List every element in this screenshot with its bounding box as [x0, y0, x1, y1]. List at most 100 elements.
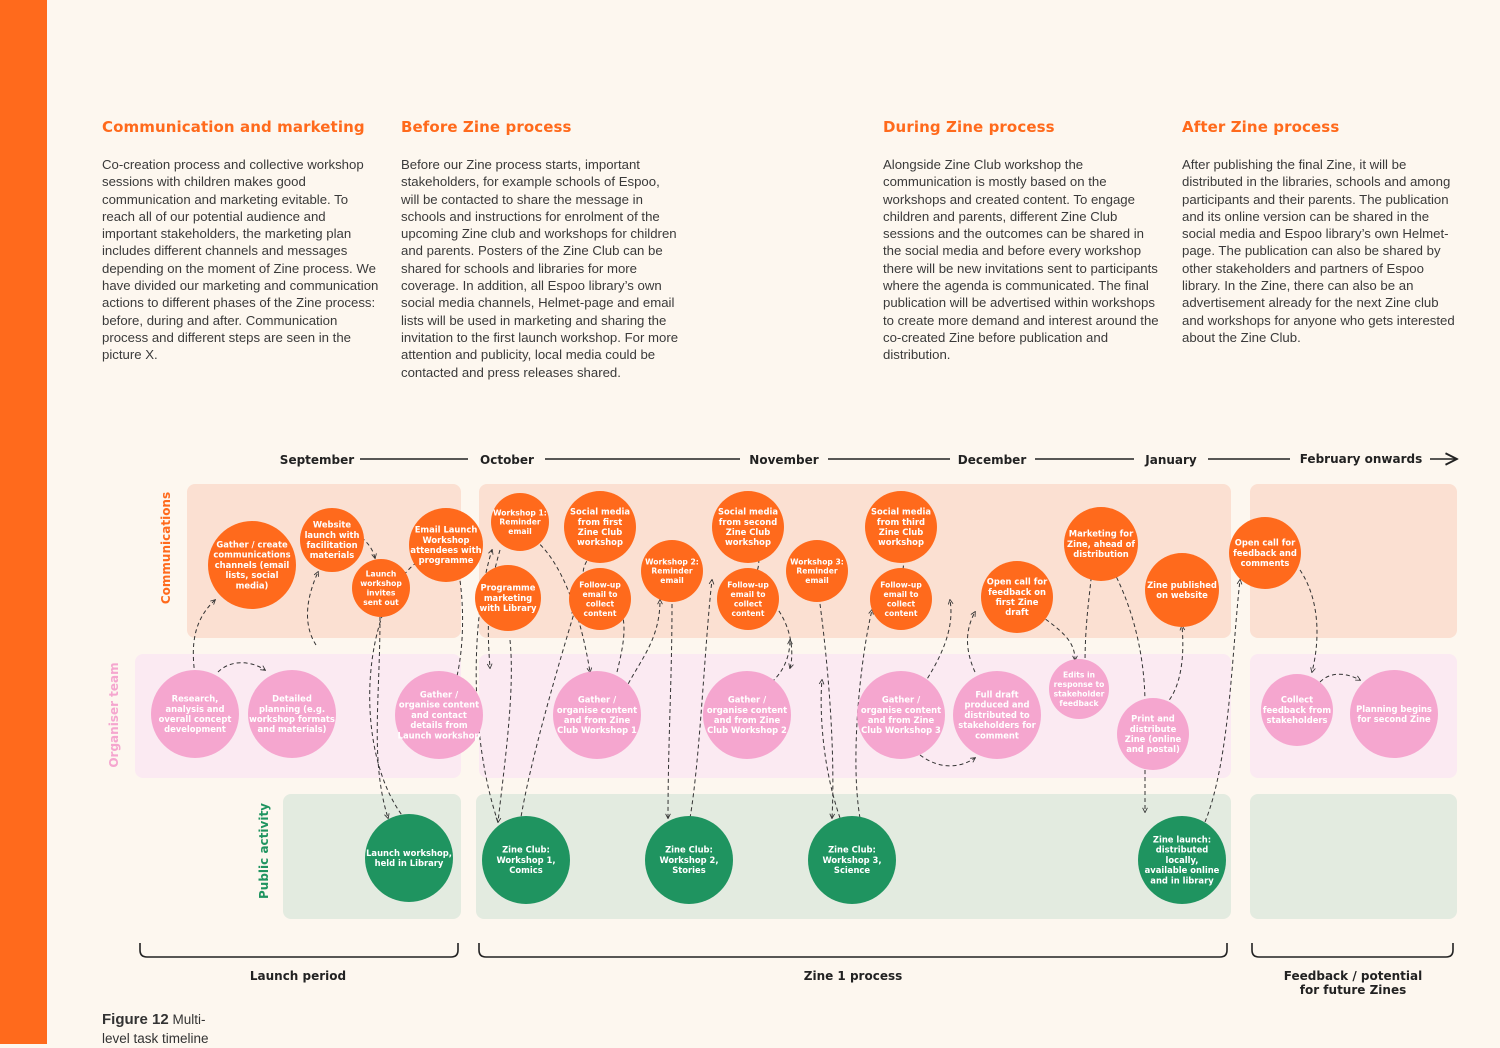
column-text: After publishing the final Zine, it will…: [1182, 157, 1455, 345]
node-circle: [641, 540, 703, 602]
accent-sidebar: [0, 0, 47, 1044]
comm-nodes: Gather / create communications channels (e…: [208, 491, 1301, 633]
node-gather-w3: Gather / organise content and from Zine Clu…: [857, 671, 945, 759]
column-before-zine: Before Zine process Before our Zine proc…: [401, 118, 681, 381]
node-label: Workshop 3: Reminder email: [790, 557, 844, 585]
node-label: Zine Club: Workshop 1, Comics: [496, 845, 555, 875]
node-circle: [981, 561, 1053, 633]
lane-label-communications: Communications: [159, 492, 173, 604]
node-followup-2: Follow-up email to collect content: [717, 568, 779, 630]
pub-nodes: Launch workshop, held in Library Zine Club…: [365, 814, 1226, 904]
lane-label-public-activity: Public activity: [257, 803, 271, 899]
node-label: Gather / create communications channels (e…: [213, 540, 290, 591]
node-label: Edits in response to stakeholder feedback: [1054, 671, 1105, 708]
node-label: Zine launch: distributed locally, available…: [1145, 835, 1220, 886]
org-nodes: Research, analysis and overall concept deve…: [151, 659, 1438, 770]
column-text: Alongside Zine Club workshop the communi…: [883, 157, 1159, 363]
node-circle: [1229, 517, 1301, 589]
node-w3-reminder: Workshop 3: Reminder email: [786, 540, 848, 602]
node-circle: [300, 508, 364, 572]
period-brackets: Launch period Zine 1 process Feedback / po…: [139, 943, 1454, 997]
node-circle: [395, 671, 483, 759]
node-label: Research, analysis and overall concept deve…: [159, 694, 232, 735]
column-title: During Zine process: [883, 118, 1055, 136]
node-circle: [491, 493, 549, 551]
node-w2-reminder: Workshop 2: Reminder email: [641, 540, 703, 602]
node-label: Follow-up email to collect content: [880, 581, 922, 618]
org-lane-bg-2: [479, 654, 1231, 778]
node-open-call-draft: Open call for feedback on first Zine draft: [981, 561, 1053, 633]
node-website-launch: Website launch with facilitation materials: [300, 508, 364, 572]
column-text: Co-creation process and collective works…: [102, 157, 379, 363]
node-label: Workshop 2: Reminder email: [645, 557, 699, 585]
node-label: Launch workshop, held in Library: [366, 848, 452, 868]
month-timeline: September October November December Janu…: [280, 452, 1457, 467]
node-social-third: Social media from third Zine Club workshop: [865, 491, 937, 563]
pub-lane-bg-3: [1250, 794, 1457, 919]
node-social-first: Social media from first Zine Club workshop: [564, 491, 636, 563]
node-label: Programme marketing with Library: [479, 583, 537, 613]
node-label: Zine Club: Workshop 2, Stories: [659, 845, 718, 875]
node-label: Print and distribute Zine (online and posta…: [1125, 714, 1182, 755]
node-circle: [953, 671, 1041, 759]
node-zc-w3: Zine Club: Workshop 3, Science: [808, 816, 896, 904]
column-title: Before Zine process: [401, 118, 572, 136]
month-november: November: [749, 453, 818, 467]
node-planning-second: Planning begins for second Zine: [1350, 670, 1438, 758]
node-label: Website launch with facilitation materials: [305, 520, 360, 561]
node-gather-w1: Gather / organise content and from Zine Clu…: [553, 671, 641, 759]
node-circle: [865, 491, 937, 563]
node-circle: [352, 559, 410, 617]
node-circle: [409, 508, 483, 582]
node-circle: [1145, 553, 1219, 627]
node-launch-invites: Launch workshop invites sent out: [352, 559, 410, 617]
node-zc-w2: Zine Club: Workshop 2, Stories: [645, 816, 733, 904]
node-label: Email Launch Workshop attendees with progra…: [410, 525, 481, 566]
figure-caption-text: Multi-level task timeline: [102, 1012, 209, 1046]
node-circle: [248, 670, 336, 758]
node-gather-launch: Gather / organise content and contact detai…: [395, 671, 483, 759]
column-text: Before our Zine process starts, importan…: [401, 157, 679, 380]
node-gather-channels: Gather / create communications channels (e…: [208, 521, 296, 609]
node-circle: [857, 671, 945, 759]
node-label: Launch workshop invites sent out: [360, 570, 402, 607]
node-circle: [475, 565, 541, 631]
node-collect-feedback: Collect feedback from stakeholders: [1261, 674, 1333, 746]
node-label: Open call for feedback and comments: [1233, 538, 1297, 568]
node-circle: [786, 540, 848, 602]
node-email-launch: Email Launch Workshop attendees with progra…: [409, 508, 483, 582]
node-w1-reminder: Workshop 1: Reminder email: [491, 493, 549, 551]
node-label: Gather / organise content and from Zine Clu…: [707, 695, 787, 736]
node-gather-w2: Gather / organise content and from Zine Clu…: [703, 671, 791, 759]
node-circle: [553, 671, 641, 759]
node-label: Marketing for Zine, ahead of distribution: [1067, 529, 1135, 559]
node-label: Planning begins for second Zine: [1356, 704, 1432, 724]
node-label: Detailed planning (e.g. workshop formats an…: [249, 694, 335, 735]
period-bracket: [139, 943, 459, 958]
period-label: Launch period: [250, 969, 346, 983]
node-circle: [717, 568, 779, 630]
node-label: Gather / organise content and from Zine Clu…: [861, 695, 941, 736]
node-label: Social media from second Zine Club workshop: [718, 507, 778, 548]
period-label: Feedback / potential for future Zines: [1284, 969, 1422, 997]
node-circle: [808, 816, 896, 904]
column-after-zine: After Zine process After publishing the …: [1182, 118, 1462, 346]
month-february-onwards: February onwards: [1300, 452, 1423, 466]
node-zc-w1: Zine Club: Workshop 1, Comics: [482, 816, 570, 904]
node-label: Collect feedback from stakeholders: [1263, 695, 1332, 725]
period-label: Zine 1 process: [804, 969, 903, 983]
node-circle: [569, 568, 631, 630]
node-open-call-comments: Open call for feedback and comments: [1229, 517, 1301, 589]
node-circle: [870, 568, 932, 630]
node-label: Open call for feedback on first Zine draft: [987, 577, 1048, 618]
node-launch-workshop: Launch workshop, held in Library: [365, 814, 453, 902]
node-circle: [703, 671, 791, 759]
period-bracket: [1251, 943, 1454, 958]
month-september: September: [280, 453, 354, 467]
node-label: Zine published on website: [1147, 580, 1217, 600]
node-label: Gather / organise content and from Zine Clu…: [557, 695, 637, 736]
node-edits: Edits in response to stakeholder feedback: [1049, 659, 1109, 719]
node-label: Follow-up email to collect content: [579, 581, 621, 618]
node-label: Workshop 1: Reminder email: [493, 508, 547, 536]
